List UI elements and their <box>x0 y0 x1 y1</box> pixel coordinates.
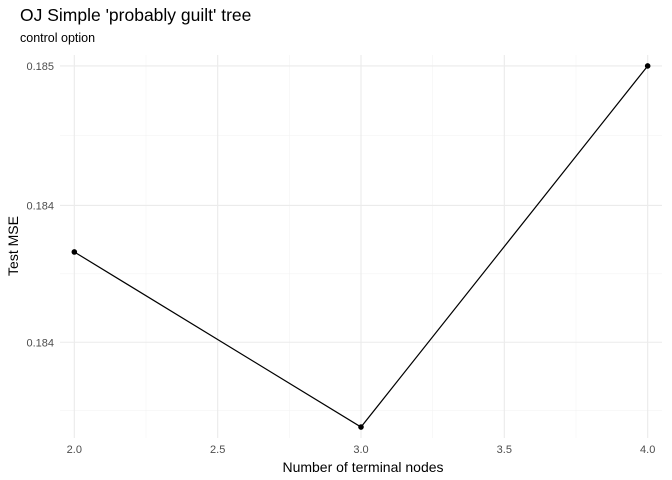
x-axis-ticks: 2.0 2.5 3.0 3.5 4.0 <box>67 444 656 456</box>
y-tick-label: 0.184 <box>26 200 54 212</box>
y-tick-label: 0.184 <box>26 337 54 349</box>
data-point <box>358 424 364 430</box>
chart-subtitle: control option <box>20 31 95 45</box>
x-tick-label: 4.0 <box>640 444 655 456</box>
y-axis-title: Test MSE <box>5 216 21 276</box>
x-tick-label: 3.0 <box>353 444 368 456</box>
x-axis-title: Number of terminal nodes <box>282 459 443 475</box>
series-layer <box>71 63 651 430</box>
x-tick-label: 3.5 <box>497 444 512 456</box>
x-tick-label: 2.0 <box>67 444 82 456</box>
data-point <box>71 249 78 255</box>
x-tick-label: 2.5 <box>210 444 225 456</box>
y-axis-ticks: 0.184 0.184 0.185 <box>26 61 54 349</box>
grid <box>60 55 662 438</box>
data-point <box>644 63 651 69</box>
y-tick-label: 0.185 <box>26 61 54 73</box>
chart-title: OJ Simple 'probably guilt' tree <box>20 5 251 25</box>
